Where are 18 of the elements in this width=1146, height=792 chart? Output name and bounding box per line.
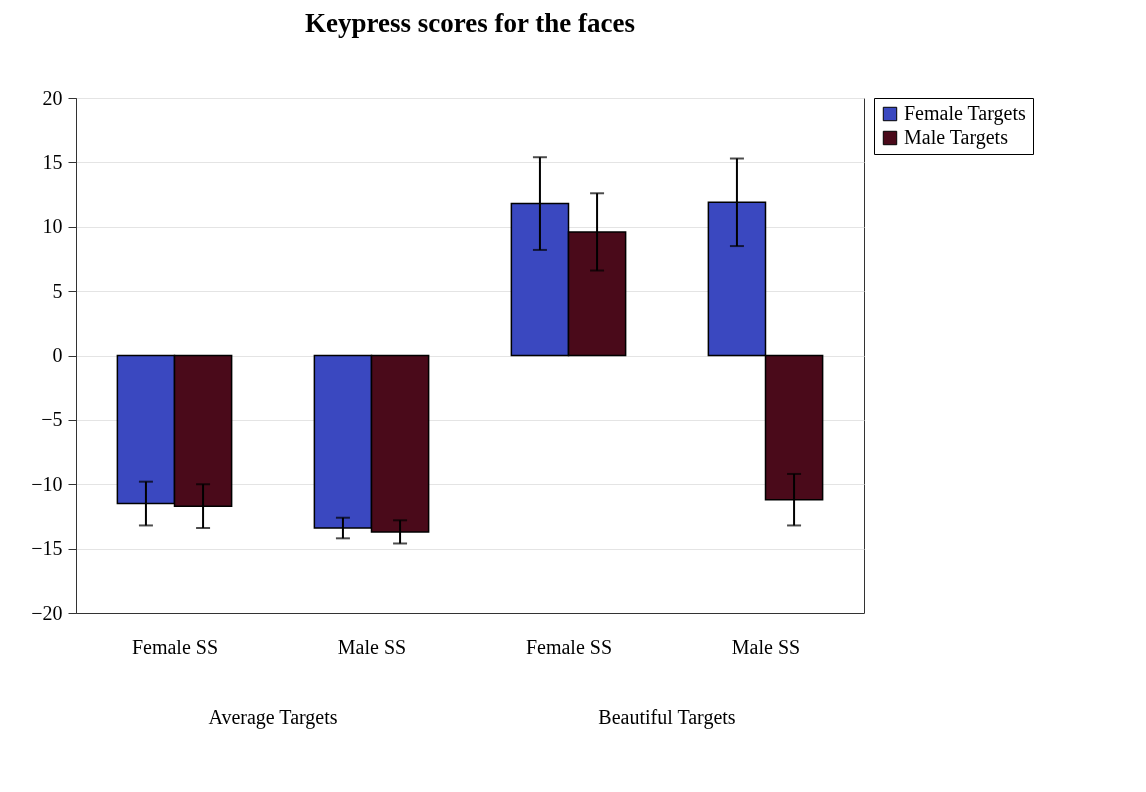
y-tick-label: 15 [42,150,63,173]
y-tick-label: −15 [31,537,63,560]
chart-title: Keypress scores for the faces [305,8,635,38]
y-tick-label: 5 [52,279,63,302]
x-tick-label: Male SS [731,635,801,658]
text: Average Targets [208,706,338,729]
legend-label: Female Targets [904,102,1026,125]
x-tick-label: Female SS [525,635,613,658]
y-tick-label: 20 [42,86,63,109]
y-tick-label: −5 [41,408,63,431]
y-tick-label: 0 [52,344,63,366]
y-tick-label: 10 [42,215,63,238]
legend-label: Male Targets [904,126,1009,149]
y-tick-label: −10 [31,472,63,495]
x-tick-label: Female SS [131,635,219,658]
x-tick-label: Male SS [337,635,407,658]
text: Beautiful Targets [598,706,736,729]
y-tick-label: −20 [31,601,63,624]
